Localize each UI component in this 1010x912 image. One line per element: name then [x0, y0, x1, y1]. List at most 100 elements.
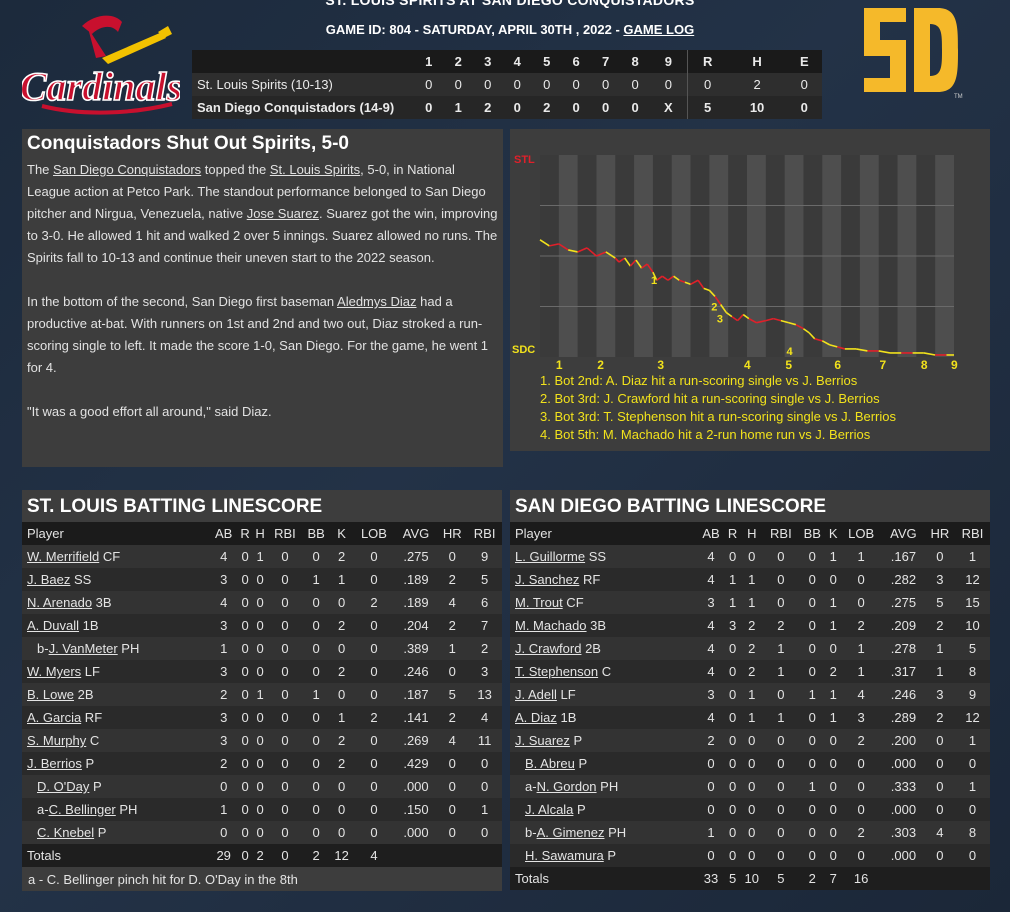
player-position: LF [556, 687, 576, 702]
sd-player-link[interactable]: J. Alcala [525, 802, 574, 817]
batting-row: N. Arenado 3B 4 0 0 0 0 0 2.189 4 6 [22, 591, 502, 614]
player-cell: W. Myers LF [22, 660, 210, 683]
batting-header-cell: RBI [763, 522, 799, 545]
game-log-link[interactable]: GAME LOG [623, 22, 695, 37]
stat-cell: 0 [826, 775, 841, 798]
sd-player-link[interactable]: T. Stephenson [515, 664, 599, 679]
stat-cell: 0 [697, 844, 725, 867]
stl-player-link[interactable]: B. Lowe [27, 687, 74, 702]
totals-stat-cell [394, 844, 438, 867]
sd-player-link[interactable]: A. Diaz [515, 710, 557, 725]
sd-player-link[interactable]: J. Sanchez [515, 572, 580, 587]
sd-player-link[interactable]: J. Crawford [515, 641, 582, 656]
sd-player-link[interactable]: J. Suarez [515, 733, 570, 748]
stat-cell: 2 [353, 706, 395, 729]
stl-player-link[interactable]: D. O'Day [37, 779, 90, 794]
player-position: PH [604, 825, 627, 840]
chart-x-tick-label: 2 [597, 358, 604, 369]
batting-header-cell: K [330, 522, 354, 545]
stat-cell: 0 [826, 752, 841, 775]
stl-player-link[interactable]: J. Baez [27, 572, 71, 587]
stat-cell: 0 [237, 752, 253, 775]
chart-line-segment [878, 350, 891, 354]
scoring-note: 1. Bot 2nd: A. Diaz hit a run-scoring si… [540, 373, 858, 388]
stat-cell: 0 [252, 798, 268, 821]
sd-player-link[interactable]: M. Trout [515, 595, 563, 610]
player-cell: H. Sawamura P [510, 844, 698, 867]
stat-cell: 1 [826, 683, 841, 706]
player-position: 3B [92, 595, 112, 610]
stat-cell: 0 [826, 798, 841, 821]
stat-cell: .246 [882, 683, 925, 706]
stat-cell: 4 [697, 545, 725, 568]
stat-cell: 0 [725, 545, 741, 568]
stat-cell: 0 [302, 591, 331, 614]
stl-player-link[interactable]: C. Bellinger [48, 802, 116, 817]
stl-batting-box: ST. LOUIS BATTING LINESCORE Player AB R H RB… [22, 490, 502, 867]
player-position: 2B [73, 687, 94, 702]
batting-row: W. Merrifield CF 4 0 1 0 0 2 0.275 0 9 [22, 545, 502, 568]
stat-cell: 9 [955, 683, 990, 706]
batting-row: b-A. Gimenez PH 1 0 0 0 0 0 2.303 4 8 [510, 821, 990, 844]
sd-player-link[interactable]: A. Gimenez [536, 825, 605, 840]
stat-cell: 0 [740, 545, 764, 568]
stat-cell: 0 [252, 729, 268, 752]
stat-cell: 0 [725, 752, 741, 775]
stat-cell: .189 [394, 591, 438, 614]
player-position: P [89, 779, 102, 794]
stat-cell: 0 [763, 775, 799, 798]
linescore-header-cell: 4 [502, 50, 532, 73]
totals-stat-cell: 2 [798, 867, 827, 890]
stl-player-link[interactable]: J. Berrios [27, 756, 82, 771]
stat-cell: 0 [302, 775, 331, 798]
batting-header-cell: R [725, 522, 741, 545]
sd-player-link[interactable]: L. Guillorme [515, 549, 586, 564]
player-cell: a-N. Gordon PH [510, 775, 698, 798]
stat-cell: 5 [437, 683, 468, 706]
stat-cell: 0 [437, 752, 468, 775]
san-diego-team-link[interactable]: San Diego Conquistadors [53, 162, 202, 177]
stl-substitution-note: a - C. Bellinger pinch hit for D. O'Day … [22, 867, 502, 891]
stat-cell: 0 [237, 775, 253, 798]
stat-cell: 7 [467, 614, 502, 637]
linescore-header-cell: 1 [414, 50, 444, 73]
sd-player-link[interactable]: H. Sawamura [525, 848, 604, 863]
stat-cell: 3 [209, 568, 238, 591]
stl-player-link[interactable]: W. Myers [27, 664, 82, 679]
sd-player-link[interactable]: N. Gordon [536, 779, 597, 794]
batting-row: A. Duvall 1B 3 0 0 0 0 2 0.204 2 7 [22, 614, 502, 637]
chart-line-segment [635, 259, 643, 269]
stat-cell: 0 [840, 752, 883, 775]
totals-stat-cell [467, 844, 502, 867]
linescore-inning-cell: 0 [561, 73, 591, 96]
jose-suarez-link[interactable]: Jose Suarez [246, 206, 319, 221]
sd-player-link[interactable]: J. Adell [515, 687, 557, 702]
stl-player-link[interactable]: S. Murphy [27, 733, 87, 748]
stl-player-link[interactable]: N. Arenado [27, 595, 93, 610]
chart-line-segment [808, 332, 816, 340]
stl-player-link[interactable]: C. Knebel [37, 825, 95, 840]
player-position: PH [115, 802, 138, 817]
chart-line-segment [586, 247, 597, 257]
aledmys-diaz-link[interactable]: Aledmys Diaz [337, 294, 417, 309]
sd-player-link[interactable]: M. Machado [515, 618, 587, 633]
scoring-note: 2. Bot 3rd: J. Crawford hit a run-scorin… [540, 391, 880, 406]
batting-header-row: Player AB R H RBI BB K LOB AVG HR RBI [22, 522, 502, 545]
totals-label: Totals [510, 867, 698, 890]
st-louis-team-link[interactable]: St. Louis Spirits [269, 162, 361, 177]
batting-header-cell: BB [302, 522, 331, 545]
stat-cell: 1 [924, 660, 955, 683]
stl-player-link[interactable]: A. Duvall [27, 618, 80, 633]
stl-player-link[interactable]: A. Garcia [27, 710, 82, 725]
stat-cell: 1 [826, 591, 841, 614]
stl-player-link[interactable]: J. VanMeter [48, 641, 118, 656]
player-position: P [569, 733, 583, 748]
sd-player-link[interactable]: B. Abreu [525, 756, 575, 771]
stat-cell: 5 [924, 591, 955, 614]
stat-cell: 0 [955, 798, 990, 821]
stat-cell: 8 [955, 821, 990, 844]
stat-cell: 1 [725, 568, 741, 591]
stl-player-link[interactable]: W. Merrifield [27, 549, 100, 564]
stat-cell: 0 [302, 614, 331, 637]
chart-line-segment [539, 239, 550, 247]
